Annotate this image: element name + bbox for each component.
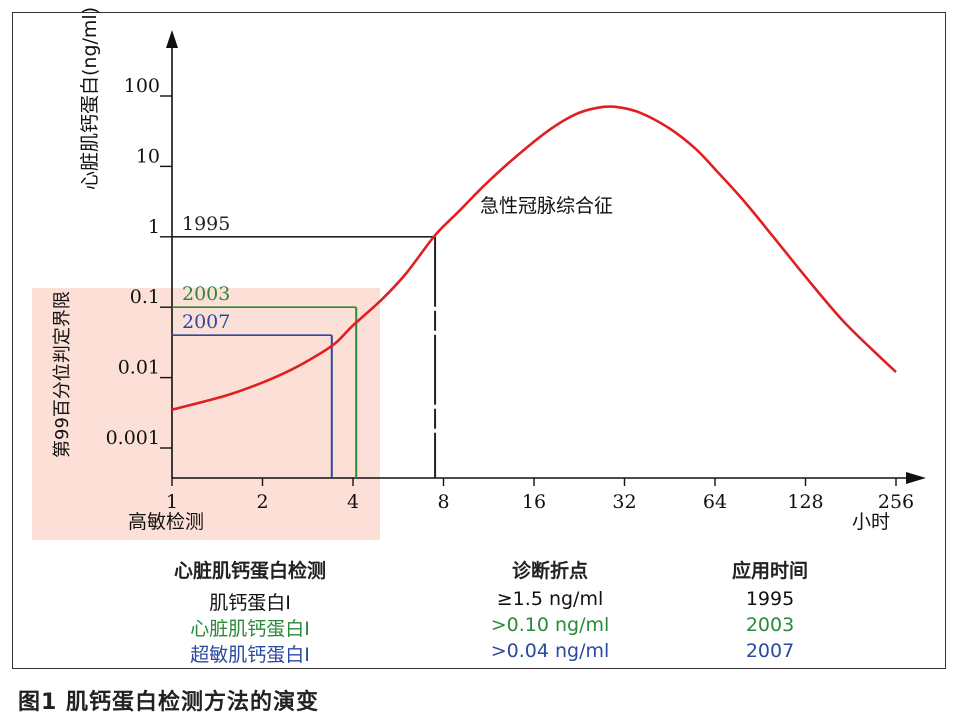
table-row: 超敏肌钙蛋白I >0.04 ng/ml 2007 bbox=[120, 640, 880, 666]
high-sensitivity-label: 高敏检测 bbox=[128, 511, 204, 533]
region-label: 第99百分位判定界限 bbox=[52, 291, 73, 458]
y-tick-label: 10 bbox=[136, 145, 160, 167]
figure-caption: 图1 肌钙蛋白检测方法的演变 bbox=[18, 690, 319, 715]
percentile-region bbox=[32, 288, 380, 540]
y-tick-label: 0.01 bbox=[118, 357, 160, 379]
x-tick-label: 32 bbox=[612, 491, 636, 513]
cutoff-year-label: 1995 bbox=[182, 213, 230, 235]
acs-troponin-curve bbox=[171, 105, 897, 411]
y-axis-label: 心脏肌钙蛋白(ng/ml) bbox=[79, 7, 101, 190]
curve-layer bbox=[171, 105, 897, 411]
x-tick-label: 2 bbox=[256, 491, 268, 513]
chart-axes bbox=[160, 30, 926, 486]
table-header-row: 心脏肌钙蛋白检测 诊断折点 应用时间 bbox=[120, 556, 880, 582]
x-axis-arrow bbox=[906, 472, 926, 484]
table-cell-cutoff: >0.10 ng/ml bbox=[490, 614, 610, 636]
y-axis-arrow bbox=[166, 30, 178, 48]
x-axis-unit-label: 小时 bbox=[852, 511, 890, 533]
y-tick-label: 100 bbox=[124, 75, 160, 97]
tick-labels: 0.001 0.01 0.1 1 10 100 1 2 4 8 16 32 64 128 256 bbox=[106, 75, 915, 513]
table-row: 肌钙蛋白I ≥1.5 ng/ml 1995 bbox=[120, 588, 880, 614]
x-tick-label: 16 bbox=[522, 491, 546, 513]
chart: 1995 2003 2007 0.001 0.01 0.1 1 10 100 1 2 4 8 16 32 6… bbox=[32, 7, 926, 540]
series-label: 急性冠脉综合征 bbox=[480, 195, 613, 217]
table-cell-year: 1995 bbox=[745, 588, 795, 610]
table-cell-cutoff: ≥1.5 ng/ml bbox=[496, 588, 604, 610]
x-tick-label: 4 bbox=[347, 491, 359, 513]
cutoff-year-label: 2003 bbox=[182, 283, 230, 305]
x-tick-label: 128 bbox=[787, 491, 823, 513]
x-tick-label: 64 bbox=[703, 491, 727, 513]
table-cell-cutoff: >0.04 ng/ml bbox=[490, 640, 610, 662]
x-tick-label: 8 bbox=[437, 491, 449, 513]
table-cell-year: 2003 bbox=[745, 614, 795, 636]
table-cell-assay: 肌钙蛋白I bbox=[209, 592, 291, 614]
table-header-year: 应用时间 bbox=[731, 560, 808, 582]
table-header-assay: 心脏肌钙蛋白检测 bbox=[173, 560, 326, 582]
table-header-cutoff: 诊断折点 bbox=[511, 560, 588, 582]
y-tick-label: 1 bbox=[148, 216, 160, 238]
y-tick-label: 0.1 bbox=[130, 286, 160, 308]
table-cell-year: 2007 bbox=[745, 640, 795, 662]
table-cell-assay: 心脏肌钙蛋白I bbox=[190, 618, 310, 640]
table-cell-assay: 超敏肌钙蛋白I bbox=[190, 644, 310, 666]
table-row: 心脏肌钙蛋白I >0.10 ng/ml 2003 bbox=[120, 614, 880, 640]
y-tick-label: 0.001 bbox=[106, 427, 160, 449]
x-tick-label: 256 bbox=[878, 491, 914, 513]
x-tick-label: 1 bbox=[166, 491, 178, 513]
cutoff-lines: 1995 2003 2007 bbox=[172, 213, 437, 478]
cutoff-year-label: 2007 bbox=[182, 311, 230, 333]
